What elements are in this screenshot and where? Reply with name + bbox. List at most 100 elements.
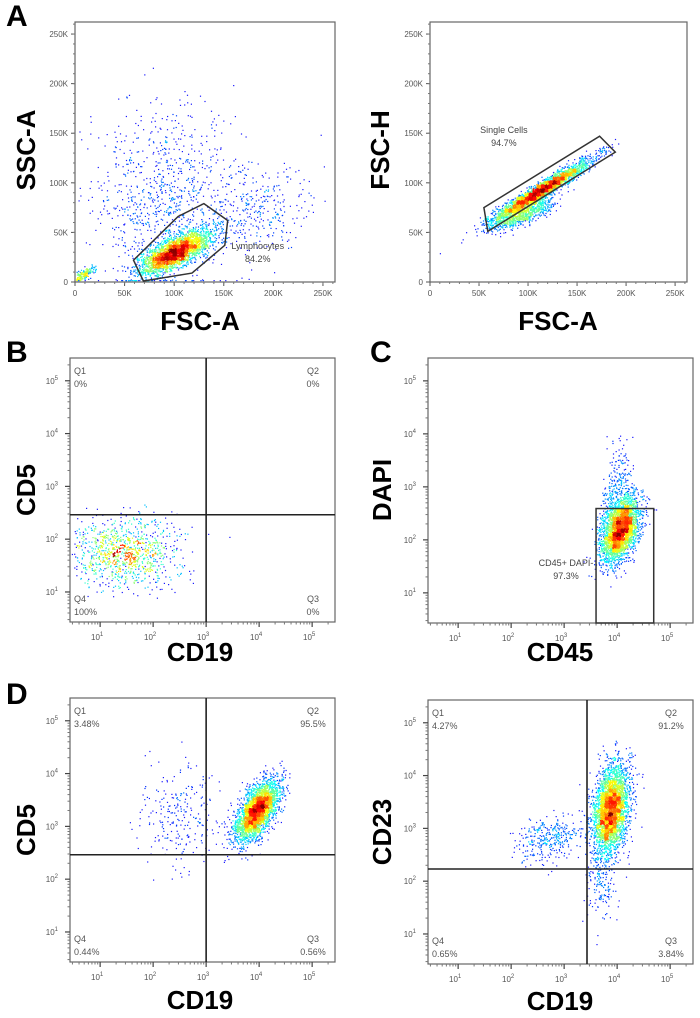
event-dot — [176, 242, 178, 245]
event-dot — [77, 280, 79, 282]
event-dot — [215, 226, 217, 228]
event-dot — [186, 251, 188, 253]
event-dot — [249, 262, 251, 264]
event-dot — [182, 265, 184, 267]
event-dot — [189, 221, 191, 223]
event-dot — [320, 134, 322, 136]
event-dot — [200, 230, 202, 232]
event-dot — [282, 231, 284, 233]
event-dot — [196, 230, 198, 232]
event-dot — [123, 224, 125, 226]
event-dot — [154, 269, 156, 271]
event-dot — [511, 203, 513, 205]
event-dot — [226, 193, 228, 195]
event-dot — [223, 120, 225, 122]
event-dot — [267, 219, 269, 221]
event-dot — [481, 230, 483, 233]
event-dot — [149, 194, 151, 196]
event-dot — [211, 127, 213, 129]
event-dot — [152, 255, 154, 257]
event-dot — [153, 244, 155, 246]
event-dot — [159, 270, 161, 272]
event-dot — [235, 230, 237, 232]
event-dot — [209, 229, 212, 231]
event-dot — [579, 164, 581, 166]
event-dot — [573, 173, 575, 175]
event-dot — [166, 247, 168, 249]
event-dot — [169, 239, 171, 241]
event-dot — [188, 192, 190, 195]
event-dot — [184, 234, 186, 236]
event-dot — [160, 150, 162, 152]
event-dot — [161, 256, 163, 258]
event-dot — [174, 266, 176, 268]
event-dot — [181, 253, 183, 255]
event-dot — [212, 244, 214, 246]
event-dot — [166, 159, 168, 161]
event-dot — [190, 103, 192, 105]
event-dot — [591, 160, 593, 162]
event-dot — [182, 236, 184, 238]
event-dot — [506, 212, 508, 214]
event-dot — [152, 254, 154, 256]
event-dot — [273, 185, 275, 187]
event-dot — [142, 273, 144, 275]
event-dot — [176, 237, 178, 240]
event-dot — [153, 266, 155, 268]
event-dot — [78, 278, 80, 281]
event-dot — [143, 259, 145, 261]
event-dot — [203, 214, 205, 216]
event-dot — [206, 135, 208, 137]
event-dot — [184, 187, 186, 189]
event-dot — [208, 259, 210, 261]
event-dot — [152, 260, 154, 262]
event-dot — [601, 148, 604, 150]
event-dot — [190, 221, 192, 223]
event-dot — [149, 270, 151, 273]
event-dot — [244, 236, 246, 238]
event-dot — [173, 264, 175, 266]
event-dot — [181, 195, 183, 197]
event-dot — [172, 255, 174, 257]
event-dot — [203, 243, 205, 245]
event-dot — [170, 255, 172, 257]
panel-letter-d: D — [6, 678, 28, 711]
event-dot — [279, 208, 282, 210]
event-dot — [177, 262, 179, 265]
event-dot — [253, 205, 255, 207]
event-dot — [169, 274, 171, 276]
event-dot — [201, 235, 203, 237]
event-dot — [83, 276, 85, 278]
event-dot — [590, 157, 592, 159]
event-dot — [165, 268, 167, 270]
event-dot — [118, 238, 120, 240]
event-dot — [200, 242, 202, 245]
event-dot — [517, 199, 520, 201]
event-dot — [506, 202, 508, 204]
event-dot — [134, 266, 136, 268]
event-dot — [166, 249, 168, 251]
event-dot — [147, 259, 149, 261]
event-dot — [200, 236, 202, 238]
event-dot — [157, 246, 159, 248]
event-dot — [144, 204, 146, 206]
event-dot — [144, 267, 146, 269]
event-dot — [173, 241, 175, 243]
event-dot — [156, 182, 158, 184]
event-dot — [220, 147, 222, 149]
event-dot — [150, 269, 152, 271]
event-dot — [225, 241, 227, 243]
event-dot — [187, 177, 190, 179]
event-dot — [158, 243, 160, 245]
event-dot — [169, 187, 171, 189]
event-dot — [136, 215, 138, 217]
event-dot — [157, 196, 160, 198]
event-dot — [82, 278, 84, 280]
event-dot — [224, 232, 226, 234]
event-dot — [206, 242, 208, 244]
event-dot — [148, 226, 151, 228]
event-dot — [201, 240, 203, 242]
event-dot — [279, 202, 281, 204]
event-dot — [184, 258, 186, 260]
event-dot — [165, 192, 167, 194]
